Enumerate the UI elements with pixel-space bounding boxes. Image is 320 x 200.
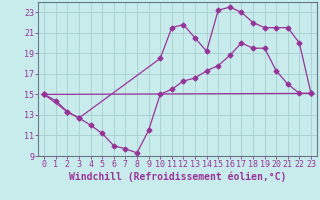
X-axis label: Windchill (Refroidissement éolien,°C): Windchill (Refroidissement éolien,°C) (69, 172, 286, 182)
